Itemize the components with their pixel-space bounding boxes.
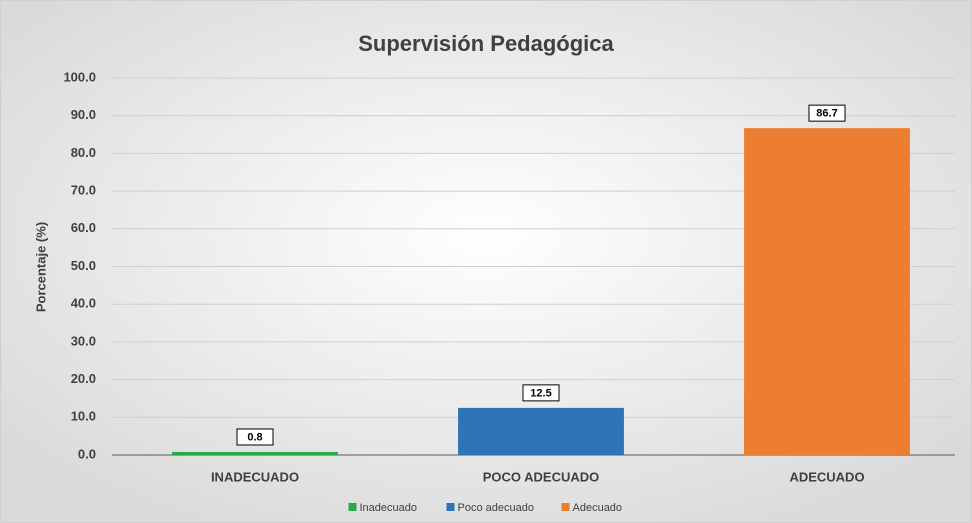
x-tick-label: INADECUADO <box>211 469 299 484</box>
y-tick-label: 20.0 <box>71 371 96 386</box>
legend-label: Inadecuado <box>360 502 418 514</box>
y-tick-label: 30.0 <box>71 333 96 348</box>
x-tick-label: POCO ADECUADO <box>483 469 600 484</box>
bar <box>458 407 624 455</box>
y-tick-label: 100.0 <box>63 69 96 84</box>
y-tick-label: 80.0 <box>71 145 96 160</box>
data-label: 0.8 <box>247 431 262 443</box>
data-label-box <box>808 104 846 122</box>
legend-label: Poco adecuado <box>458 502 534 514</box>
y-tick-label: 0.0 <box>78 446 96 461</box>
y-tick-label: 50.0 <box>71 258 96 273</box>
y-tick-label: 40.0 <box>71 296 96 311</box>
legend-label: Adecuado <box>573 502 623 514</box>
bar <box>744 128 910 456</box>
y-tick-label: 90.0 <box>71 107 96 122</box>
data-label: 86.7 <box>816 108 837 120</box>
bar <box>172 451 338 455</box>
chart-title: Supervisión Pedagógica <box>358 31 614 56</box>
y-tick-label: 60.0 <box>71 220 96 235</box>
y-tick-label: 10.0 <box>71 409 96 424</box>
data-label-box <box>522 384 560 402</box>
legend-swatch <box>561 503 570 511</box>
y-axis-title: Porcentaje (%) <box>33 222 48 312</box>
legend-swatch <box>446 503 455 511</box>
y-tick-label: 70.0 <box>71 183 96 198</box>
legend-swatch <box>348 503 357 511</box>
x-tick-label: ADECUADO <box>789 469 864 484</box>
data-label-box <box>236 428 274 446</box>
data-label: 12.5 <box>530 387 551 399</box>
